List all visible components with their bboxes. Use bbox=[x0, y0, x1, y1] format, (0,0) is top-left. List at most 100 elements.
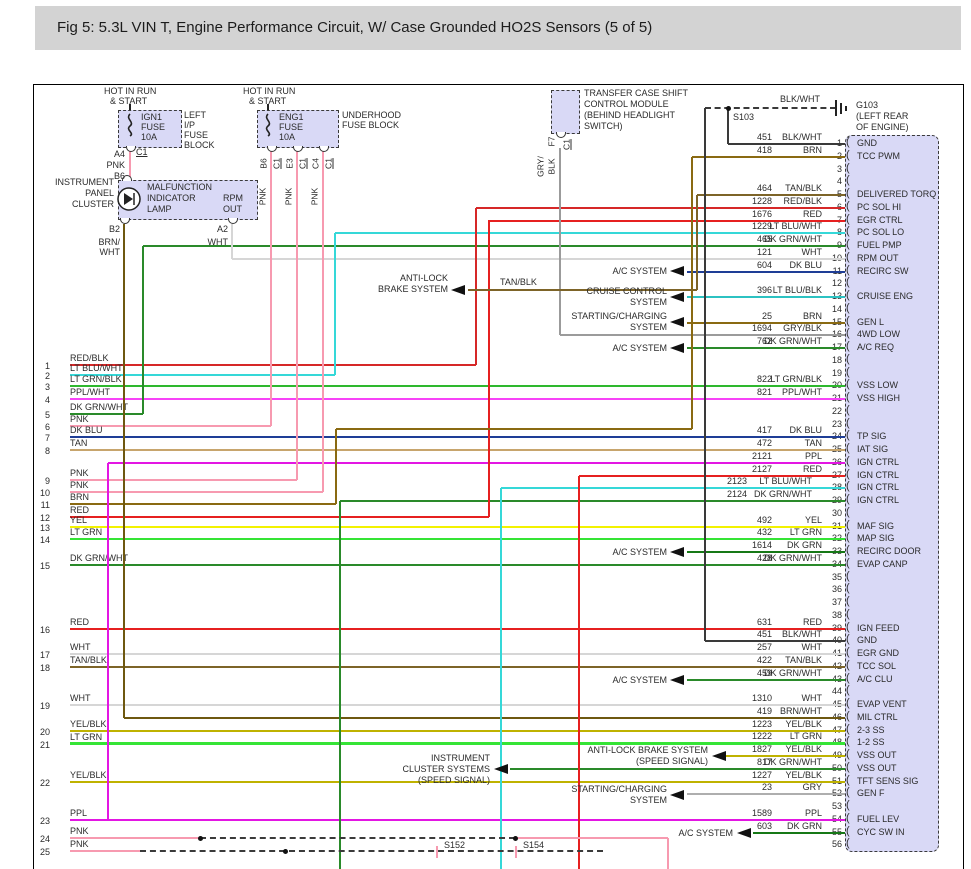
pin-label: GEN L bbox=[857, 317, 885, 327]
wire-color-label: YEL bbox=[804, 515, 822, 525]
wire-segment bbox=[488, 220, 490, 517]
module-label: CONTROL MODULE bbox=[584, 99, 669, 109]
left-row-wire bbox=[70, 491, 323, 493]
pin-number: 37 bbox=[831, 597, 842, 607]
eng1-fuse-box bbox=[257, 110, 339, 148]
left-row-number: 2 bbox=[44, 371, 50, 381]
wire-segment bbox=[515, 846, 517, 858]
wire-segment bbox=[468, 289, 697, 291]
left-row-number: 10 bbox=[39, 488, 50, 498]
left-row-color-label: LT GRN bbox=[70, 527, 103, 537]
fuse-block-label: UNDERHOOD bbox=[342, 110, 402, 120]
left-row-number: 22 bbox=[39, 778, 50, 788]
cluster-label: PANEL bbox=[85, 188, 114, 198]
wire-color-label: DK GRN bbox=[786, 821, 822, 831]
left-row-wire bbox=[70, 666, 845, 668]
pin-label: FUEL LEV bbox=[857, 814, 900, 824]
wire-color-label: LT BLU/WHT bbox=[759, 476, 812, 486]
wire-segment bbox=[336, 428, 692, 430]
pin-label: TCC SOL bbox=[857, 661, 897, 671]
pin-wire bbox=[687, 322, 845, 324]
pin-bracket-icon: ( bbox=[846, 774, 850, 786]
wire-number: 418 bbox=[756, 145, 772, 155]
wire-segment bbox=[559, 148, 561, 335]
wire-number: 1614 bbox=[751, 540, 772, 550]
left-row-wire bbox=[70, 743, 845, 745]
pin-bracket-icon: ( bbox=[846, 697, 850, 709]
wire-number: 1676 bbox=[751, 209, 772, 219]
pin-bracket-icon: ( bbox=[846, 366, 850, 378]
pin-wire bbox=[753, 832, 845, 834]
fuse-block-label: FUSE BLOCK bbox=[342, 120, 400, 130]
system-label: CLUSTER SYSTEMS bbox=[402, 763, 490, 774]
system-label: (SPEED SIGNAL) bbox=[417, 774, 490, 785]
terminal-label: A2 bbox=[216, 224, 228, 234]
pin-label: CYC SW IN bbox=[857, 827, 905, 837]
wire-segment bbox=[727, 108, 729, 144]
system-label: A/C SYSTEM bbox=[678, 827, 733, 838]
left-row-number: 24 bbox=[39, 834, 50, 844]
wire-number: 396 bbox=[756, 285, 772, 295]
pin-number: 44 bbox=[831, 686, 842, 696]
pin-bracket-icon: ( bbox=[846, 825, 850, 837]
left-row-wire bbox=[70, 628, 845, 630]
ground-location: (LEFT REAR bbox=[856, 111, 909, 121]
pin-label: RECIRC DOOR bbox=[857, 546, 922, 556]
left-row-wire bbox=[70, 479, 297, 481]
splice-dot bbox=[282, 848, 288, 854]
connector-label: C1 bbox=[271, 158, 282, 169]
left-row-number: 5 bbox=[44, 410, 50, 420]
pin-bracket-icon: ( bbox=[846, 557, 850, 569]
pin-wire bbox=[692, 156, 845, 158]
left-row-number: 14 bbox=[39, 535, 50, 545]
left-row-color-label: PNK bbox=[70, 480, 89, 490]
left-row-number: 12 bbox=[39, 513, 50, 523]
wire-number: 492 bbox=[756, 515, 772, 525]
wire-segment bbox=[691, 157, 693, 429]
pin-bracket-icon: ( bbox=[846, 404, 850, 416]
pin-bracket-icon: ( bbox=[846, 149, 850, 161]
wire-number: 451 bbox=[756, 132, 772, 142]
pin-label: IGN CTRL bbox=[857, 457, 900, 467]
arrow-left-icon bbox=[670, 266, 684, 276]
wire-segment bbox=[335, 429, 337, 504]
pin-label: GND bbox=[857, 635, 877, 645]
pin-label: EVAP CANP bbox=[857, 559, 908, 569]
pin-wire bbox=[687, 347, 845, 349]
pin-label: RPM OUT bbox=[857, 253, 899, 263]
wire-color-label: DK BLU bbox=[789, 425, 822, 435]
arrow-left-icon bbox=[737, 828, 751, 838]
terminal-icon bbox=[267, 146, 277, 152]
wire-segment bbox=[129, 149, 131, 177]
pin-bracket-icon: ( bbox=[846, 162, 850, 174]
splice-dot bbox=[197, 835, 203, 841]
module-label: TRANSFER CASE SHIFT bbox=[584, 88, 689, 98]
left-row-wire bbox=[70, 538, 845, 540]
wire-number: 25 bbox=[761, 311, 772, 321]
mil-label: LAMP bbox=[147, 204, 172, 214]
system-label: STARTING/CHARGING bbox=[571, 784, 667, 794]
left-row-color-label: RED bbox=[70, 505, 90, 515]
wire-color-label: GRY bbox=[802, 782, 822, 792]
left-row-color-label: PPL/WHT bbox=[70, 387, 111, 397]
wire-color-label: TAN/BLK bbox=[500, 277, 537, 287]
wire-segment bbox=[500, 488, 502, 869]
left-row-wire bbox=[70, 819, 845, 821]
left-row-number: 8 bbox=[44, 446, 50, 456]
pin-bracket-icon: ( bbox=[846, 302, 850, 314]
left-row-color-label: YEL bbox=[70, 515, 88, 525]
wire-color-label: DK GRN/WHT bbox=[764, 553, 822, 563]
left-row-number: 21 bbox=[39, 740, 50, 750]
wire-color-label: WHT bbox=[801, 642, 823, 652]
pin-bracket-icon: ( bbox=[846, 225, 850, 237]
fuse-block-label: FUSE bbox=[184, 130, 209, 140]
left-row-number: 1 bbox=[44, 361, 50, 371]
left-row-wire bbox=[70, 730, 845, 732]
pin-bracket-icon: ( bbox=[846, 672, 850, 684]
left-row-color-label: PNK bbox=[70, 839, 89, 849]
left-row-wire bbox=[70, 526, 845, 528]
rpm-out-label: OUT bbox=[223, 204, 242, 214]
pin-label: TP SIG bbox=[857, 431, 887, 441]
wire-number: 428 bbox=[756, 553, 772, 563]
wire-number: 1223 bbox=[751, 719, 772, 729]
